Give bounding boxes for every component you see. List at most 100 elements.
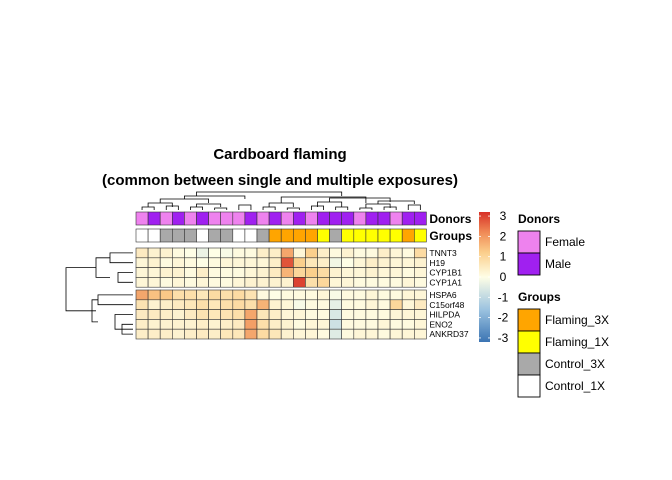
heatmap-cell <box>280 319 294 330</box>
heatmap-cell <box>365 289 379 301</box>
heatmap-cell <box>292 267 306 278</box>
heatmap-cell <box>232 289 246 301</box>
chart-title-line-1: Cardboard flaming <box>213 146 347 163</box>
heatmap-cell <box>196 319 209 330</box>
heatmap-cell <box>268 289 282 301</box>
heatmap-cell <box>353 309 367 320</box>
heatmap-cell <box>196 299 209 310</box>
heatmap-cell <box>353 289 367 301</box>
heatmap-cell <box>135 257 149 268</box>
heatmap-cell <box>256 247 270 259</box>
heatmap-cell <box>317 267 330 278</box>
column-dendrogram-branch <box>183 195 246 199</box>
heatmap-cell <box>147 257 161 268</box>
row-label: C15orf48 <box>429 300 464 310</box>
heatmap-cell <box>305 247 318 259</box>
heatmap-cell <box>159 309 173 320</box>
heatmap-cell <box>135 328 149 340</box>
heatmap-cell <box>135 277 149 288</box>
heatmap-cell <box>389 247 403 259</box>
donor-annotation-cell <box>365 211 379 226</box>
heatmap-cell <box>196 277 209 288</box>
heatmap-cell <box>365 299 379 310</box>
group-annotation-cell <box>305 228 318 243</box>
heatmap-cell <box>159 328 173 340</box>
heatmap-cell <box>208 267 222 278</box>
heatmap-cell <box>159 319 173 330</box>
column-dendrogram-branch <box>214 207 228 210</box>
heatmap-cell <box>172 328 185 340</box>
group-annotation-cell <box>329 228 343 243</box>
heatmap-cell <box>147 247 161 259</box>
heatmap-cell <box>196 289 209 301</box>
chart-title-line-2: (common between single and multiple expo… <box>102 172 458 189</box>
row-label: HSPA6 <box>429 290 457 300</box>
row-label: ANKRD37 <box>429 329 468 339</box>
heatmap-cell <box>341 309 355 320</box>
heatmap-cell <box>135 289 149 301</box>
group-annotation-cell <box>208 228 222 243</box>
heatmap-cell <box>280 267 294 278</box>
heatmap-cell <box>329 309 343 320</box>
heatmap-cell <box>256 309 270 320</box>
group-annotation-cell <box>365 228 379 243</box>
heatmap-cell <box>292 247 306 259</box>
heatmap-cell <box>280 289 294 301</box>
heatmap-cell <box>172 299 185 310</box>
heatmap-cell <box>317 289 330 301</box>
heatmap-cell <box>317 309 330 320</box>
heatmap-cell <box>159 289 173 301</box>
heatmap-cell <box>305 328 318 340</box>
heatmap-cell <box>377 257 391 268</box>
heatmap-cell <box>317 277 330 288</box>
heatmap-cell <box>389 257 403 268</box>
heatmap-cell <box>135 299 149 310</box>
heatmap-cell <box>256 319 270 330</box>
heatmap-cell <box>184 319 197 330</box>
column-dendrogram-branch <box>141 206 155 210</box>
heatmap-cell <box>353 299 367 310</box>
group-annotation-cell <box>244 228 258 243</box>
donors-legend-label: Male <box>545 257 571 271</box>
heatmap-cell <box>208 319 222 330</box>
heatmap-cell <box>184 247 197 259</box>
heatmap-cell <box>135 309 149 320</box>
heatmap-cell <box>280 277 294 288</box>
heatmap-cell <box>377 277 391 288</box>
heatmap-cell <box>159 257 173 268</box>
heatmap-cell <box>172 267 185 278</box>
heatmap-cell <box>268 267 282 278</box>
donor-annotation-cell <box>377 211 391 226</box>
heatmap-cell <box>232 257 246 268</box>
color-scale-tick-label: -3 <box>498 331 509 345</box>
donor-annotation-cell <box>389 211 403 226</box>
heatmap-cell <box>389 277 403 288</box>
column-dendrogram-branch <box>286 207 300 210</box>
heatmap-cell <box>256 277 270 288</box>
heatmap-cell <box>220 319 234 330</box>
heatmap-cell <box>184 277 197 288</box>
heatmap-cell <box>401 328 415 340</box>
heatmap-cell <box>329 289 343 301</box>
heatmap-cell <box>413 328 427 340</box>
row-dendrogram-branch <box>97 294 133 306</box>
heatmap-cell <box>365 309 379 320</box>
donor-annotation-cell <box>220 211 234 226</box>
heatmap-cell <box>329 267 343 278</box>
groups-legend-swatch <box>517 352 541 376</box>
heatmap-cell <box>256 328 270 340</box>
row-dendrogram-branch <box>117 272 133 283</box>
heatmap-cell <box>292 289 306 301</box>
heatmap-cell <box>232 328 246 340</box>
heatmap-cell <box>244 289 258 301</box>
heatmap-cell <box>220 277 234 288</box>
column-dendrogram-branch <box>190 206 203 210</box>
heatmap-cell <box>401 299 415 310</box>
heatmap-cell <box>172 277 185 288</box>
group-annotation-cell <box>280 228 294 243</box>
heatmap-cell <box>305 319 318 330</box>
heatmap-cell <box>244 277 258 288</box>
heatmap-cell <box>341 299 355 310</box>
column-dendrogram-branch <box>196 191 343 196</box>
